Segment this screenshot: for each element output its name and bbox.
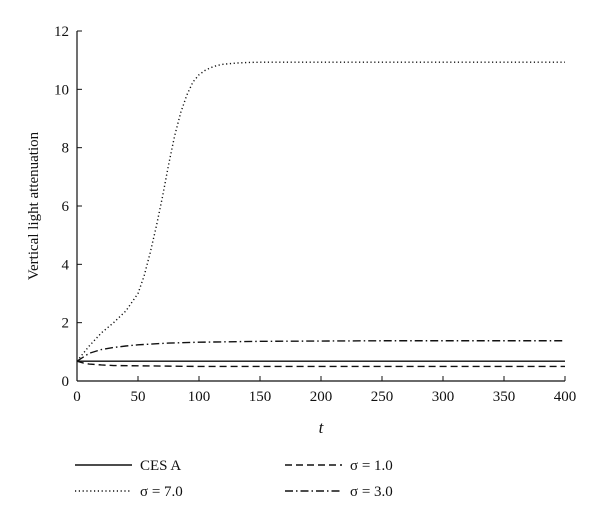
y-tick-label: 2 <box>62 316 70 332</box>
y-tick-label: 12 <box>54 24 69 40</box>
series-line-dotted <box>76 61 565 362</box>
x-tick-label: 150 <box>249 389 272 405</box>
legend-label: σ = 1.0 <box>350 458 393 474</box>
x-tick-label: 250 <box>371 389 394 405</box>
legend-label: CES A <box>140 458 181 474</box>
x-tick-label: 300 <box>432 389 455 405</box>
y-tick-label: 0 <box>62 374 70 390</box>
legend-label: σ = 3.0 <box>350 484 393 500</box>
y-axis-label: Vertical light attenuation <box>26 131 42 280</box>
legend: CES A σ = 1.0 σ = 7.0 σ = 3.0 <box>75 458 393 500</box>
y-tick-label: 8 <box>62 141 70 157</box>
x-tick-label: 200 <box>310 389 333 405</box>
y-tick-label: 10 <box>54 82 69 98</box>
x-tick-label: 100 <box>188 389 211 405</box>
x-tick-label: 50 <box>131 389 146 405</box>
x-tick-label: 0 <box>73 389 81 405</box>
x-tick-label: 350 <box>493 389 516 405</box>
y-tick-label: 4 <box>62 257 70 273</box>
y-tick-label: 6 <box>62 199 70 215</box>
series-line-dashed <box>76 360 565 368</box>
series-lines <box>76 61 565 368</box>
x-axis-label: t <box>319 418 325 437</box>
y-axis-ticks: 0 2 4 6 8 10 12 <box>54 24 82 390</box>
legend-label: σ = 7.0 <box>140 484 183 500</box>
plot-frame <box>76 31 565 382</box>
series-line-dashdot <box>76 340 565 362</box>
x-tick-label: 400 <box>554 389 577 405</box>
x-axis-ticks: 0 50 100 150 200 250 300 350 400 <box>73 376 576 405</box>
